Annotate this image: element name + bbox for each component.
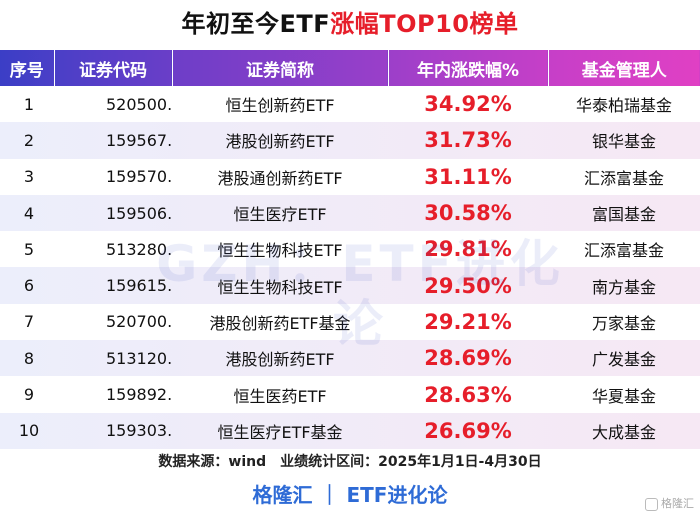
rank-cell: 10 xyxy=(18,421,40,441)
code-cell: 520500.SH xyxy=(106,94,172,114)
code-cell: 159570.SZ xyxy=(106,167,172,187)
name-cell: 恒生生物科技ETF xyxy=(217,277,343,297)
table-row: 1 520500.SH 恒生创新药ETF 34.92% 华泰柏瑞基金 xyxy=(0,86,700,122)
rank-cell: 3 xyxy=(23,167,35,187)
corner-watermark: 格隆汇 xyxy=(645,496,694,512)
column-header-rank: 序号 xyxy=(0,50,55,86)
manager-cell: 汇添富基金 xyxy=(583,168,664,188)
code-cell: 520700.SH xyxy=(106,312,172,332)
code-cell: 159303.SZ xyxy=(106,421,172,441)
corner-watermark-text: 格隆汇 xyxy=(661,497,694,510)
code-cell: 159506.SZ xyxy=(106,203,172,223)
table-row: 10 159303.SZ 恒生医疗ETF基金 26.69% 大成基金 xyxy=(0,412,700,449)
name-cell: 恒生医疗ETF基金 xyxy=(217,422,343,442)
change-cell: 31.11% xyxy=(424,164,512,189)
table-row: 6 159615.SZ 恒生生物科技ETF 29.50% 南方基金 xyxy=(0,267,700,304)
table-row: 4 159506.SZ 恒生医疗ETF 30.58% 富国基金 xyxy=(0,194,700,232)
title-part-highlight: 涨幅TOP10榜单 xyxy=(330,10,519,38)
change-cell: 28.69% xyxy=(424,346,512,371)
rank-cell: 6 xyxy=(23,276,35,296)
name-cell: 恒生医药ETF xyxy=(233,386,327,406)
name-cell: 恒生生物科技ETF xyxy=(217,241,343,261)
rank-cell: 1 xyxy=(23,94,35,114)
code-cell: 513280.SH xyxy=(106,239,172,259)
table-row: 3 159570.SZ 港股通创新药ETF 31.11% 汇添富基金 xyxy=(0,159,700,195)
change-cell: 34.92% xyxy=(424,92,512,117)
gelonghui-logo-icon xyxy=(645,497,658,511)
rank-cell: 9 xyxy=(23,385,35,405)
change-cell: 31.73% xyxy=(424,128,512,153)
change-cell: 29.21% xyxy=(424,309,512,334)
manager-cell: 华夏基金 xyxy=(591,386,656,406)
column-header-name: 证券简称 xyxy=(172,50,389,86)
manager-cell: 汇添富基金 xyxy=(583,241,664,261)
column-header-code: 证券代码 xyxy=(54,50,173,86)
table-row: 2 159567.SZ 港股创新药ETF 31.73% 银华基金 xyxy=(0,122,700,159)
name-cell: 港股通创新药ETF xyxy=(217,168,343,188)
name-cell: 港股创新药ETF基金 xyxy=(209,313,351,333)
rank-cell: 7 xyxy=(23,312,35,332)
code-cell: 159567.SZ xyxy=(106,130,172,150)
name-cell: 恒生医疗ETF xyxy=(233,205,327,225)
rank-cell: 8 xyxy=(23,348,35,368)
column-header-manager: 基金管理人 xyxy=(548,50,700,86)
manager-cell: 大成基金 xyxy=(591,422,656,442)
manager-cell: 广发基金 xyxy=(591,350,656,370)
code-cell: 513120.SH xyxy=(106,348,172,368)
manager-cell: 华泰柏瑞基金 xyxy=(575,96,672,116)
change-cell: 26.69% xyxy=(424,418,512,443)
manager-cell: 富国基金 xyxy=(591,205,656,225)
change-cell: 30.58% xyxy=(424,201,512,226)
change-cell: 29.81% xyxy=(424,237,512,262)
name-cell: 港股创新药ETF xyxy=(225,350,335,370)
column-header-change: 年内涨跌幅% xyxy=(388,50,549,86)
manager-cell: 南方基金 xyxy=(591,277,656,297)
name-cell: 港股创新药ETF xyxy=(225,132,335,152)
change-cell: 29.50% xyxy=(424,273,512,298)
name-cell: 恒生创新药ETF xyxy=(225,96,335,116)
table-row: 7 520700.SH 港股创新药ETF基金 29.21% 万家基金 xyxy=(0,304,700,340)
etf-ranking-table: 序号 证券代码 证券简称 年内涨跌幅% 基金管理人 1 520500.SH 恒生… xyxy=(0,50,700,449)
rank-cell: 2 xyxy=(23,130,35,150)
table-header-row: 序号 证券代码 证券简称 年内涨跌幅% 基金管理人 xyxy=(0,50,700,86)
page-title: 年初至今ETF涨幅TOP10榜单 xyxy=(0,0,700,48)
brand-footer: 格隆汇 ｜ ETF进化论 xyxy=(252,483,448,507)
change-cell: 28.63% xyxy=(424,382,512,407)
table-row: 8 513120.SH 港股创新药ETF 28.69% 广发基金 xyxy=(0,340,700,377)
manager-cell: 银华基金 xyxy=(591,132,656,152)
table-row: 9 159892.SZ 恒生医药ETF 28.63% 华夏基金 xyxy=(0,376,700,412)
code-cell: 159615.SZ xyxy=(106,276,172,296)
rank-cell: 5 xyxy=(23,239,35,259)
manager-cell: 万家基金 xyxy=(591,313,656,333)
title-part-main: 年初至今ETF xyxy=(181,10,331,38)
table-row: 5 513280.SH 恒生生物科技ETF 29.81% 汇添富基金 xyxy=(0,231,700,267)
code-cell: 159892.SZ xyxy=(106,385,172,405)
data-source-note: 数据来源：wind 业绩统计区间：2025年1月1日-4月30日 xyxy=(158,454,542,470)
rank-cell: 4 xyxy=(23,203,35,223)
